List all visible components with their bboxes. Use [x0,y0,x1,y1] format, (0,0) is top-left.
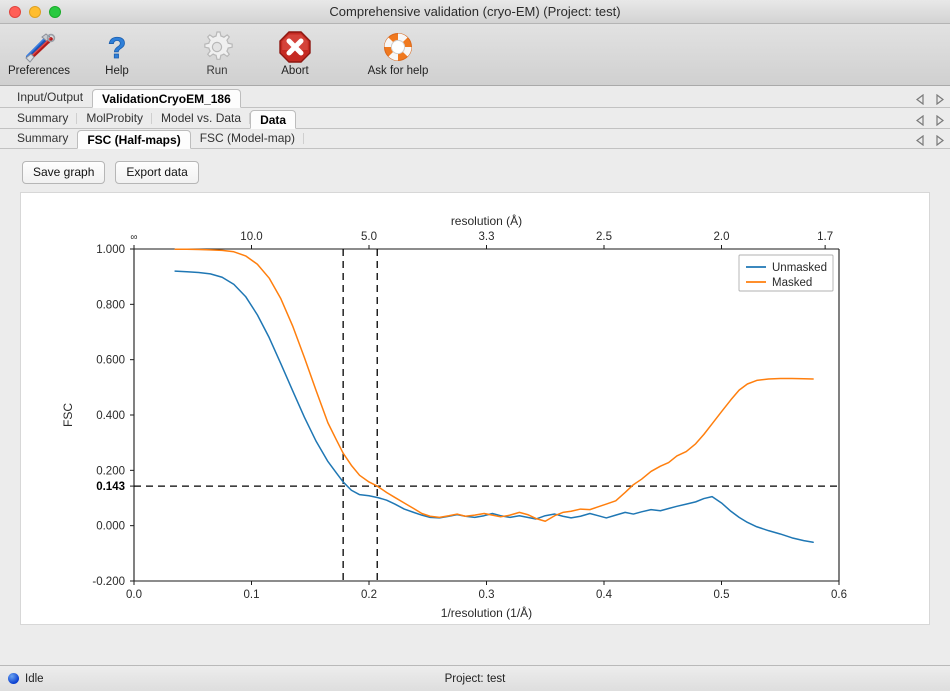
tab-next-icon-level3[interactable] [935,134,944,147]
content-area: Save graph Export data 0.0 0.1 0.2 0.3 0.4 0.… [0,149,950,665]
x-tick-label: 0.0 [126,589,142,601]
svg-text:?: ? [108,32,126,64]
x-tick-label: 0.6 [831,589,847,601]
graph-action-bar: Save graph Export data [22,161,940,184]
legend-label-unmasked: Unmasked [772,262,827,274]
status-left-group: Idle [0,673,44,685]
y-tick-label: 1.000 [96,244,125,256]
fsc-graph-panel[interactable]: 0.0 0.1 0.2 0.3 0.4 0.5 0.6 1/resolution (1/Å) ∞… [20,192,930,625]
y-tick-label: 0.143 [96,481,125,493]
fsc-plot-svg: 0.0 0.1 0.2 0.3 0.4 0.5 0.6 1/resolution (1/Å) ∞… [61,213,847,620]
x-tick-label: 0.2 [361,589,377,601]
toolbar-label-ask-for-help: Ask for help [367,65,429,77]
close-button[interactable] [9,5,21,18]
y-tick-label: 0.600 [96,355,125,367]
toolbar-label-run: Run [206,65,228,77]
series-line-unmasked [174,270,814,544]
legend-label-masked: Masked [772,277,812,289]
toolbar-button-ask-for-help[interactable]: Ask for help [350,27,446,77]
y-tick-label: 0.200 [96,465,125,477]
toolbar-label-abort: Abort [281,65,309,77]
window-controls [0,5,61,18]
gear-icon [200,28,234,66]
tab-prev-icon-level2[interactable] [916,114,925,127]
toolbar-button-preferences[interactable]: Preferences [0,27,78,77]
save-graph-button[interactable]: Save graph [22,161,106,184]
export-data-button[interactable]: Export data [115,161,199,184]
top-tick-label: 2.0 [714,231,730,243]
status-state-label: Idle [25,672,44,685]
x-tick-label: 0.3 [479,589,495,601]
tab-bar-level1: Input/Output ValidationCryoEM_186 [0,86,950,108]
tab-model-vs-data[interactable]: Model vs. Data [152,109,251,128]
y-tick-label: 0.800 [96,299,125,311]
tab-fsc-model-map[interactable]: FSC (Model-map) [191,129,305,148]
tab-validationcryoem-186[interactable]: ValidationCryoEM_186 [92,89,241,108]
y-tick-label: 0.000 [96,521,125,533]
toolbar-button-help[interactable]: ? Help [78,27,156,77]
tab-summary-level3[interactable]: Summary [17,131,69,145]
top-tick-label: 2.5 [596,231,612,243]
toolbar-label-preferences: Preferences [7,65,70,77]
tab-bar-level3: Summary FSC (Half-maps) FSC (Model-map) [0,129,950,149]
tab-prev-icon-level3[interactable] [916,134,925,147]
y-tick-label: -0.200 [92,576,125,588]
x-tick-label: 0.5 [714,589,730,601]
tab-next-icon-level1[interactable] [935,93,944,106]
tab-nav-level2 [916,114,944,127]
y-tick-label: 0.400 [96,410,125,422]
top-tick-label: 5.0 [361,231,377,243]
tab-bar-level2: Summary MolProbity Model vs. Data Data [0,108,950,129]
tab-summary-level2[interactable]: Summary [8,109,78,128]
status-project-label: Project: test [444,672,506,685]
question-mark-icon: ? [102,28,132,66]
status-bar: Idle Project: test [0,665,950,691]
window-title: Comprehensive validation (cryo-EM) (Proj… [329,4,621,19]
toolbar-button-run[interactable]: Run [178,27,256,77]
tab-nav-level3 [916,134,944,147]
status-indicator-icon [8,673,19,684]
tab-molprobity[interactable]: MolProbity [77,109,152,128]
minimize-button[interactable] [29,5,41,18]
zoom-button[interactable] [49,5,61,18]
tab-input-output[interactable]: Input/Output [17,90,84,104]
x-axis-label: 1/resolution (1/Å) [441,605,532,620]
tab-fsc-half-maps[interactable]: FSC (Half-maps) [77,130,191,149]
tools-icon [21,28,57,66]
tab-next-icon-level2[interactable] [935,114,944,127]
main-toolbar: Preferences ? Help Run [0,24,950,86]
toolbar-label-help: Help [105,65,129,77]
x-tick-label: 0.1 [244,589,260,601]
lifering-icon [381,28,415,66]
toolbar-button-abort[interactable]: Abort [256,27,334,77]
tab-data[interactable]: Data [250,110,297,129]
tab-nav-level1 [916,93,944,106]
top-tick-label: ∞ [130,232,137,243]
y-axis-label: FSC [61,403,75,427]
series-line-masked [174,248,814,522]
tab-prev-icon-level1[interactable] [916,93,925,106]
plot-frame [133,248,840,582]
top-tick-label: 10.0 [240,231,262,243]
top-tick-label: 1.7 [817,231,833,243]
window-title-bar: Comprehensive validation (cryo-EM) (Proj… [0,0,950,24]
top-axis-label: resolution (Å) [451,213,522,228]
top-tick-label: 3.3 [479,231,495,243]
x-tick-label: 0.4 [596,589,613,601]
stop-x-icon [278,28,312,66]
